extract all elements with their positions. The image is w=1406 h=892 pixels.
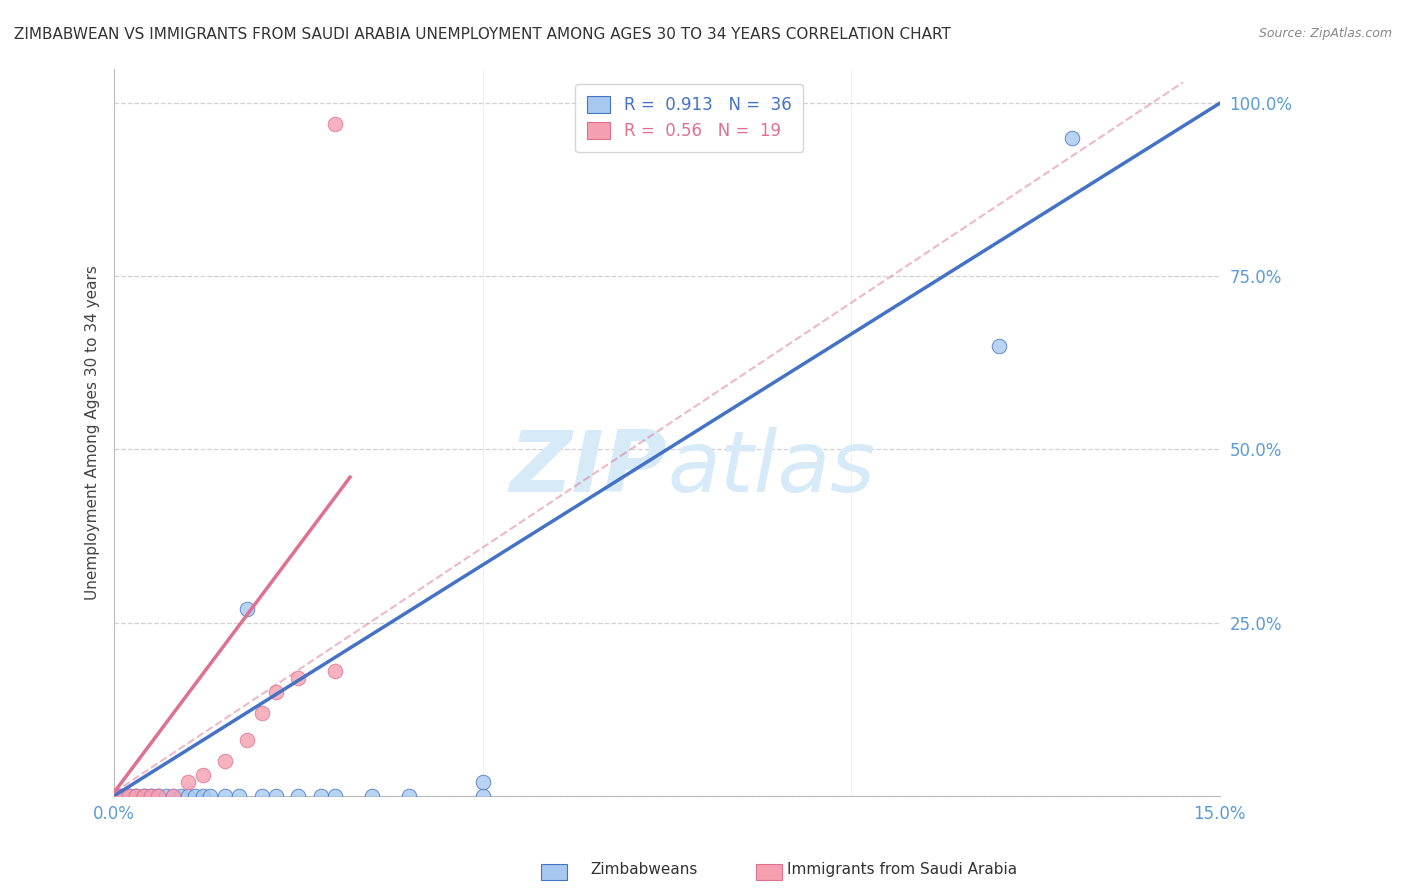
Point (471, 775, 494, 789)
Point (139, 789, 162, 803)
Point (103, 789, 125, 803)
Point (125, 789, 148, 803)
Point (148, 789, 170, 803)
Point (118, 789, 141, 803)
Point (169, 789, 191, 803)
Point (323, 789, 346, 803)
Point (266, 789, 288, 803)
Point (125, 789, 148, 803)
Point (139, 789, 162, 803)
Point (471, 789, 494, 803)
Point (214, 754, 236, 768)
Point (148, 789, 170, 803)
Text: Zimbabweans: Zimbabweans (591, 863, 697, 877)
Point (361, 789, 384, 803)
Point (103, 789, 125, 803)
Point (323, 117, 346, 131)
Point (177, 775, 200, 789)
Point (110, 789, 132, 803)
Point (162, 789, 184, 803)
Point (118, 789, 141, 803)
Point (162, 789, 184, 803)
Point (236, 601, 259, 615)
Point (118, 789, 141, 803)
Point (139, 789, 162, 803)
Y-axis label: Unemployment Among Ages 30 to 34 years: Unemployment Among Ages 30 to 34 years (86, 265, 100, 599)
Point (191, 789, 214, 803)
Point (148, 789, 170, 803)
Point (110, 789, 132, 803)
Point (398, 789, 420, 803)
Point (103, 789, 125, 803)
Point (132, 789, 155, 803)
Point (198, 789, 221, 803)
Point (987, 338, 1010, 352)
Point (287, 671, 309, 685)
Text: atlas: atlas (666, 427, 875, 510)
Point (132, 789, 155, 803)
Point (287, 789, 309, 803)
Point (228, 789, 250, 803)
Point (184, 789, 207, 803)
Legend: R =  0.913   N =  36, R =  0.56   N =  19: R = 0.913 N = 36, R = 0.56 N = 19 (575, 84, 803, 153)
Point (110, 789, 132, 803)
Point (132, 789, 155, 803)
Point (214, 789, 236, 803)
Point (309, 789, 332, 803)
Point (250, 789, 273, 803)
Text: ZIMBABWEAN VS IMMIGRANTS FROM SAUDI ARABIA UNEMPLOYMENT AMONG AGES 30 TO 34 YEAR: ZIMBABWEAN VS IMMIGRANTS FROM SAUDI ARAB… (14, 27, 950, 42)
Point (266, 685, 288, 699)
Text: ZIP: ZIP (509, 427, 666, 510)
Text: Immigrants from Saudi Arabia: Immigrants from Saudi Arabia (787, 863, 1018, 877)
Point (103, 789, 125, 803)
Point (103, 789, 125, 803)
Point (177, 789, 200, 803)
Point (250, 706, 273, 720)
Point (1062, 130, 1084, 145)
Text: Source: ZipAtlas.com: Source: ZipAtlas.com (1258, 27, 1392, 40)
Point (155, 789, 177, 803)
Point (191, 768, 214, 782)
Point (103, 789, 125, 803)
Point (323, 664, 346, 678)
Point (236, 733, 259, 747)
Point (125, 789, 148, 803)
